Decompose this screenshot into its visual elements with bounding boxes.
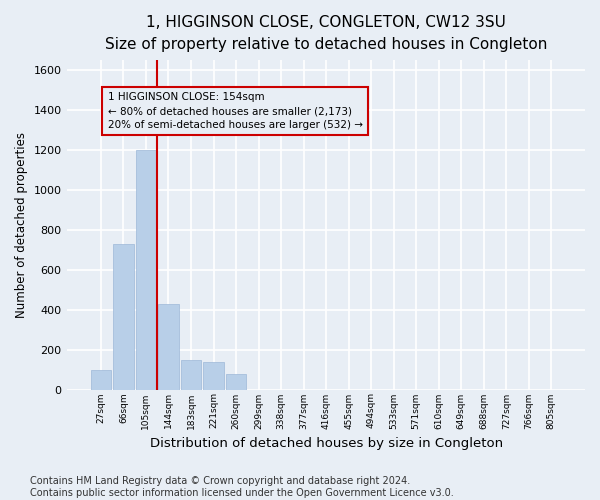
Bar — [113, 244, 134, 390]
Bar — [91, 370, 111, 390]
Bar — [158, 304, 179, 390]
Bar — [203, 362, 224, 390]
Bar — [226, 374, 246, 390]
Y-axis label: Number of detached properties: Number of detached properties — [15, 132, 28, 318]
Bar — [181, 360, 201, 390]
Text: Contains HM Land Registry data © Crown copyright and database right 2024.
Contai: Contains HM Land Registry data © Crown c… — [30, 476, 454, 498]
X-axis label: Distribution of detached houses by size in Congleton: Distribution of detached houses by size … — [149, 437, 503, 450]
Text: 1 HIGGINSON CLOSE: 154sqm
← 80% of detached houses are smaller (2,173)
20% of se: 1 HIGGINSON CLOSE: 154sqm ← 80% of detac… — [107, 92, 362, 130]
Title: 1, HIGGINSON CLOSE, CONGLETON, CW12 3SU
Size of property relative to detached ho: 1, HIGGINSON CLOSE, CONGLETON, CW12 3SU … — [105, 15, 547, 52]
Bar — [136, 150, 156, 390]
